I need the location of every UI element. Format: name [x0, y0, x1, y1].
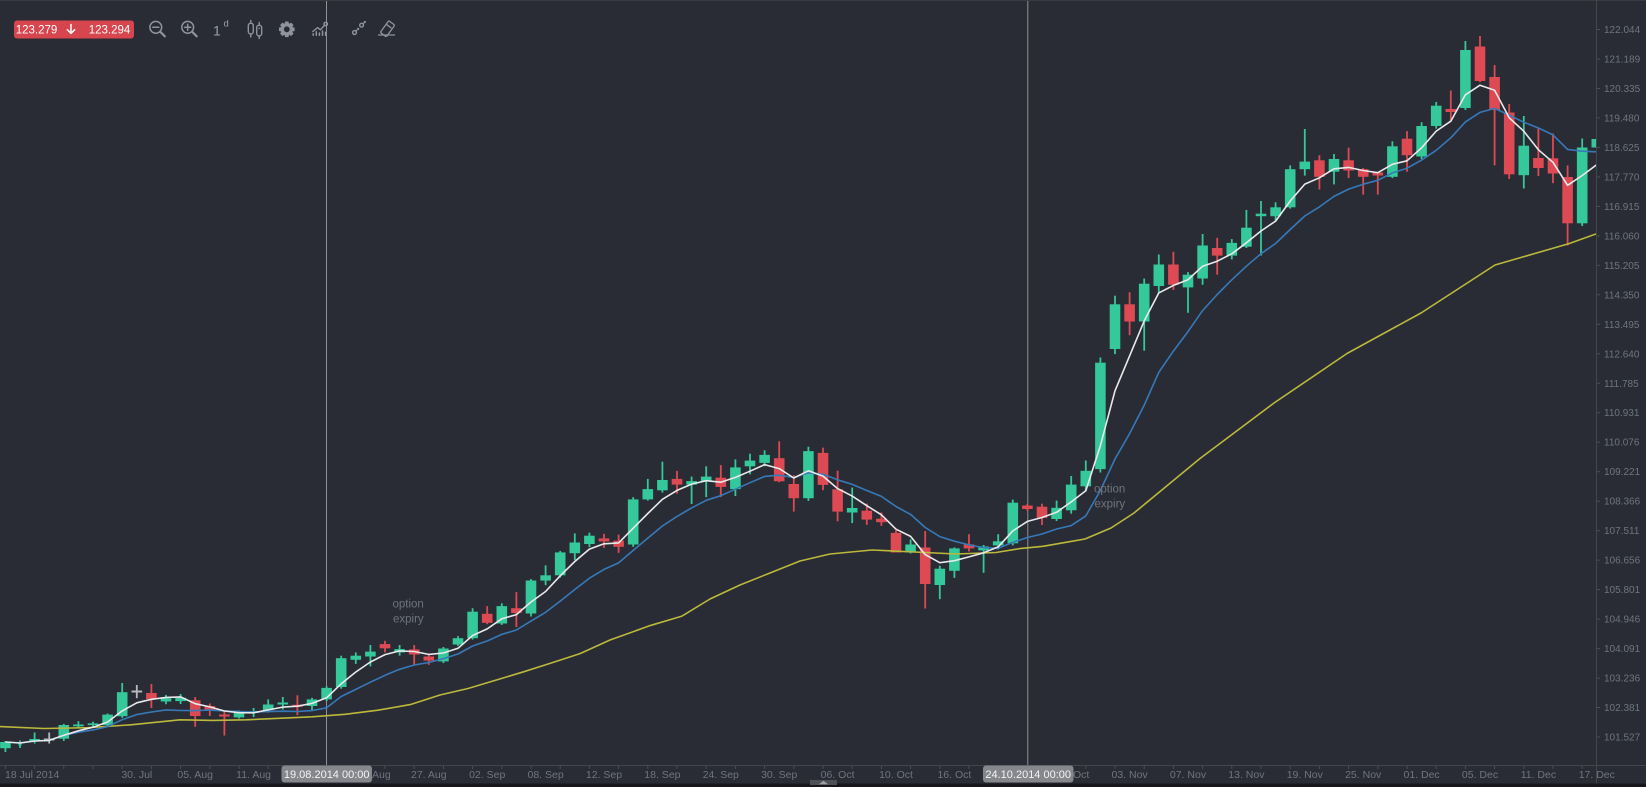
svg-text:24. Sep: 24. Sep [703, 769, 739, 781]
svg-text:122.044: 122.044 [1604, 25, 1641, 36]
svg-text:11. Aug: 11. Aug [236, 769, 271, 781]
svg-text:110.076: 110.076 [1604, 438, 1640, 449]
svg-text:18. Sep: 18. Sep [644, 769, 680, 781]
svg-text:111.785: 111.785 [1604, 379, 1639, 390]
svg-text:1: 1 [213, 23, 221, 39]
svg-text:102.381: 102.381 [1604, 703, 1641, 714]
svg-text:05. Dec: 05. Dec [1462, 769, 1498, 781]
svg-text:109.221: 109.221 [1604, 467, 1641, 478]
svg-text:113.495: 113.495 [1604, 320, 1640, 331]
svg-text:108.366: 108.366 [1604, 497, 1641, 508]
svg-text:114.350: 114.350 [1604, 290, 1640, 301]
svg-text:03. Nov: 03. Nov [1112, 769, 1149, 781]
svg-text:116.060: 116.060 [1604, 231, 1640, 242]
svg-text:106.656: 106.656 [1604, 556, 1641, 567]
svg-text:17. Dec: 17. Dec [1579, 769, 1615, 781]
svg-text:Aug: Aug [372, 769, 391, 781]
svg-text:27. Aug: 27. Aug [411, 769, 447, 781]
svg-text:option: option [1094, 484, 1125, 496]
svg-text:24.10.2014 00:00: 24.10.2014 00:00 [985, 769, 1071, 781]
svg-text:121.189: 121.189 [1604, 55, 1641, 66]
svg-text:112.640: 112.640 [1604, 349, 1640, 360]
svg-text:01. Dec: 01. Dec [1404, 769, 1440, 781]
svg-text:123.279: 123.279 [16, 25, 58, 37]
svg-text:16. Oct: 16. Oct [937, 769, 971, 781]
svg-text:10. Oct: 10. Oct [879, 769, 913, 781]
svg-text:18 Jul 2014: 18 Jul 2014 [5, 769, 59, 781]
svg-text:expiry: expiry [393, 614, 424, 626]
svg-text:119.480: 119.480 [1604, 113, 1640, 124]
svg-text:12. Sep: 12. Sep [586, 769, 622, 781]
svg-text:expiry: expiry [1095, 499, 1126, 511]
svg-text:110.931: 110.931 [1604, 408, 1640, 419]
svg-text:123.294: 123.294 [89, 25, 131, 37]
svg-text:19.08.2014 00:00: 19.08.2014 00:00 [284, 769, 370, 781]
svg-text:08. Sep: 08. Sep [527, 769, 563, 781]
svg-text:25. Nov: 25. Nov [1345, 769, 1382, 781]
svg-text:107.511: 107.511 [1604, 526, 1640, 537]
svg-text:30. Sep: 30. Sep [761, 769, 797, 781]
svg-text:19. Nov: 19. Nov [1287, 769, 1324, 781]
svg-text:104.946: 104.946 [1604, 615, 1641, 626]
svg-text:07. Nov: 07. Nov [1170, 769, 1207, 781]
svg-text:Oct: Oct [1073, 769, 1089, 781]
svg-text:120.335: 120.335 [1604, 84, 1641, 95]
svg-text:117.770: 117.770 [1604, 172, 1640, 183]
svg-text:105.801: 105.801 [1604, 585, 1641, 596]
svg-text:30. Jul: 30. Jul [121, 769, 152, 781]
svg-text:05. Aug: 05. Aug [177, 769, 213, 781]
svg-text:115.205: 115.205 [1604, 261, 1640, 272]
svg-text:101.527: 101.527 [1604, 733, 1641, 744]
svg-text:13. Nov: 13. Nov [1228, 769, 1265, 781]
svg-text:option: option [393, 599, 424, 611]
svg-text:11. Dec: 11. Dec [1521, 769, 1556, 781]
svg-text:02. Sep: 02. Sep [469, 769, 505, 781]
svg-text:103.236: 103.236 [1604, 674, 1641, 685]
svg-text:118.625: 118.625 [1604, 143, 1640, 154]
svg-text:d: d [224, 19, 229, 30]
svg-text:116.915: 116.915 [1604, 202, 1640, 213]
svg-text:06. Oct: 06. Oct [821, 769, 855, 781]
svg-text:104.091: 104.091 [1604, 644, 1641, 655]
